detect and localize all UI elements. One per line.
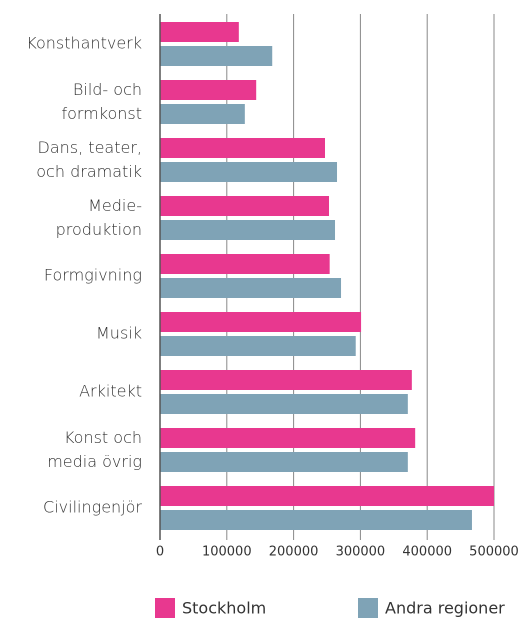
bar	[160, 104, 245, 124]
x-tick-label: 0	[156, 545, 164, 560]
bar	[160, 510, 472, 530]
category-label: Medie-produktion	[56, 196, 142, 239]
category-label: Konsthantverk	[26, 34, 142, 53]
bar	[160, 196, 330, 216]
legend-swatch	[358, 598, 378, 618]
bar	[160, 428, 416, 448]
x-tick-label: 200000	[269, 545, 319, 560]
legend-label: Stockholm	[182, 599, 266, 618]
x-tick-label: 100000	[202, 545, 252, 560]
bar	[160, 22, 239, 42]
x-tick-label: 400000	[402, 545, 452, 560]
category-label: Arkitekt	[79, 382, 142, 401]
legend-label: Andra regioner	[385, 599, 505, 618]
bar	[160, 138, 325, 158]
bar	[160, 162, 338, 182]
category-label: Formgivning	[44, 266, 142, 285]
bar	[160, 452, 408, 472]
bar	[160, 80, 257, 100]
category-label: Musik	[96, 324, 142, 343]
bar	[160, 46, 273, 66]
bar	[160, 336, 356, 356]
category-label: Bild- och formkonst	[61, 80, 142, 123]
category-label: Dans, teater, och dramatik	[36, 138, 142, 181]
bar	[160, 486, 494, 506]
x-tick-label: 300000	[336, 545, 386, 560]
category-label: Civilingenjör	[43, 498, 142, 517]
bar	[160, 394, 408, 414]
bar	[160, 278, 342, 298]
bar	[160, 220, 336, 240]
bar	[160, 312, 362, 332]
category-label: Konst och media övrig	[47, 428, 142, 471]
bar	[160, 370, 412, 390]
legend-swatch	[155, 598, 175, 618]
bar	[160, 254, 330, 274]
x-tick-label: 500000	[469, 545, 519, 560]
